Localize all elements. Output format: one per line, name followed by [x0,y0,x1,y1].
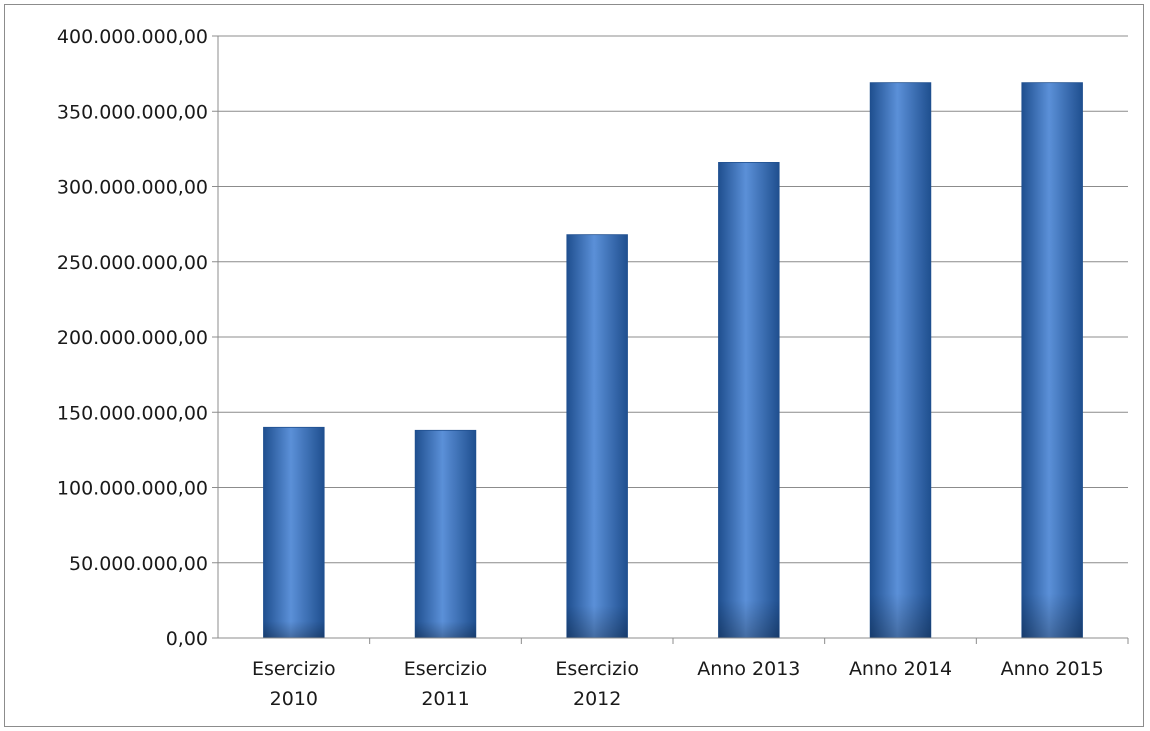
x-category-label: Anno 2015 [1001,658,1104,680]
y-tick-label: 400.000.000,00 [57,26,208,48]
bar-shade [415,430,476,638]
y-tick-label: 250.000.000,00 [57,252,208,274]
x-category-label-line: Esercizio [252,658,336,680]
x-category-label-line: Esercizio [555,658,639,680]
x-category-label-line: Anno 2013 [697,658,800,680]
x-category-label: Esercizio 2010 [252,658,336,710]
x-axis-category-labels: Esercizio 2010 Esercizio 2011 Esercizio 2012 A… [252,658,1104,710]
x-category-label: Esercizio 2012 [555,658,639,710]
x-category-label-line: Anno 2014 [849,658,952,680]
x-category-label-line: 2012 [573,688,621,710]
x-category-label-line: Esercizio [404,658,488,680]
bar-shade [263,427,325,638]
bar-shade [566,234,628,638]
x-category-label-line: 2011 [421,688,469,710]
y-tick-label: 50.000.000,00 [69,553,208,575]
axes [217,36,1129,644]
y-tick-label: 200.000.000,00 [57,327,208,349]
x-category-label: Anno 2013 [697,658,800,680]
x-category-label-line: Anno 2015 [1001,658,1104,680]
bar-shade [870,82,931,638]
y-tick-label: 100.000.000,00 [57,478,208,500]
x-category-label-line: 2010 [270,688,318,710]
y-tick-label: 300.000.000,00 [57,177,208,199]
y-tick-label: 0,00 [166,628,208,650]
y-axis-tick-labels: 0,00 50.000.000,00 100.000.000,00 150.000.0… [57,26,208,650]
y-tick-label: 150.000.000,00 [57,402,208,424]
gridlines [212,35,1128,639]
bar-shade [1021,82,1083,638]
bar-shade [718,162,780,639]
x-category-label: Anno 2014 [849,658,952,680]
bars [263,82,1083,639]
y-tick-label: 350.000.000,00 [57,101,208,123]
x-category-label: Esercizio 2011 [404,658,488,710]
